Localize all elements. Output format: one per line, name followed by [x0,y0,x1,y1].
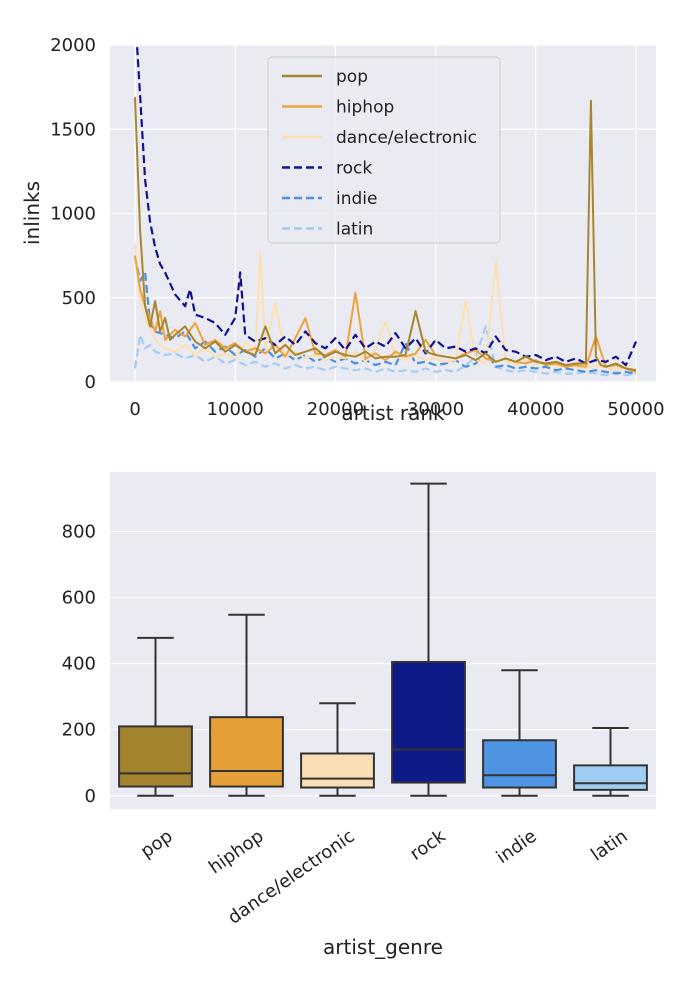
legend: pop hiphop dance/electronic rock indie latin [267,56,501,244]
box-latin [573,727,648,797]
box-plot-area [110,472,656,809]
category-label-rock: rock [406,825,450,865]
box-iqr [573,764,648,791]
x-tick-label: 30000 [407,399,464,420]
category-label-latin: latin [587,826,631,866]
line-chart-xlabel: artist rank [341,401,445,425]
box-hiphop [209,613,284,797]
y-tick-label: 2000 [50,35,96,56]
x-tick-label: 20000 [307,399,364,420]
line-chart: 0 500 1000 1500 2000 0 10000 20000 30000 40000 50… [20,35,665,425]
box-iqr [300,752,375,789]
y-tick-label: 0 [85,786,96,807]
box-chart-boxes [118,482,648,797]
line-chart-y-ticks: 0 500 1000 1500 2000 [50,35,96,393]
category-label-indie: indie [493,826,541,868]
y-tick-label: 1500 [50,119,96,140]
line-chart-ylabel: inlinks [20,181,44,245]
box-chart-y-ticks: 0 200 400 600 800 [62,521,96,806]
legend-label-latin: latin [336,220,373,240]
y-tick-label: 0 [85,372,96,393]
box-pop [118,636,193,797]
legend-label-pop: pop [336,67,368,87]
box-chart-xlabel: artist_genre [323,935,443,959]
box-dance-electronic [300,702,375,797]
series-line-indie [133,255,637,375]
box-iqr [391,660,466,784]
legend-box [267,56,501,244]
y-tick-label: 1000 [50,204,96,225]
y-tick-label: 500 [62,288,96,309]
legend-label-indie: indie [336,189,377,209]
legend-items: pop hiphop dance/electronic rock indie latin [282,67,477,240]
category-label-hiphop: hiphop [205,826,268,879]
y-tick-label: 600 [62,588,96,609]
y-tick-label: 200 [62,720,96,741]
y-tick-label: 400 [62,654,96,675]
y-tick-label: 800 [62,521,96,542]
category-label-pop: pop [137,826,177,863]
series-line-pop [134,97,637,372]
line-chart-x-ticks: 0 10000 20000 30000 40000 50000 [129,399,664,420]
box-indie [482,669,557,797]
box-iqr [482,739,557,789]
box-iqr [118,725,193,788]
x-tick-label: 40000 [507,399,564,420]
x-tick-label: 0 [129,399,140,420]
legend-label-rock: rock [336,159,372,179]
box-rock [391,482,466,797]
x-tick-label: 50000 [607,399,664,420]
series-line-latin [133,325,637,377]
line-chart-series [133,45,638,377]
legend-label-hiphop: hiphop [336,98,394,118]
box-chart-grid [110,530,656,797]
series-line-rock [135,45,638,367]
x-tick-label: 10000 [207,399,264,420]
legend-label-dance-electronic: dance/electronic [336,128,477,148]
box-iqr [209,716,284,788]
